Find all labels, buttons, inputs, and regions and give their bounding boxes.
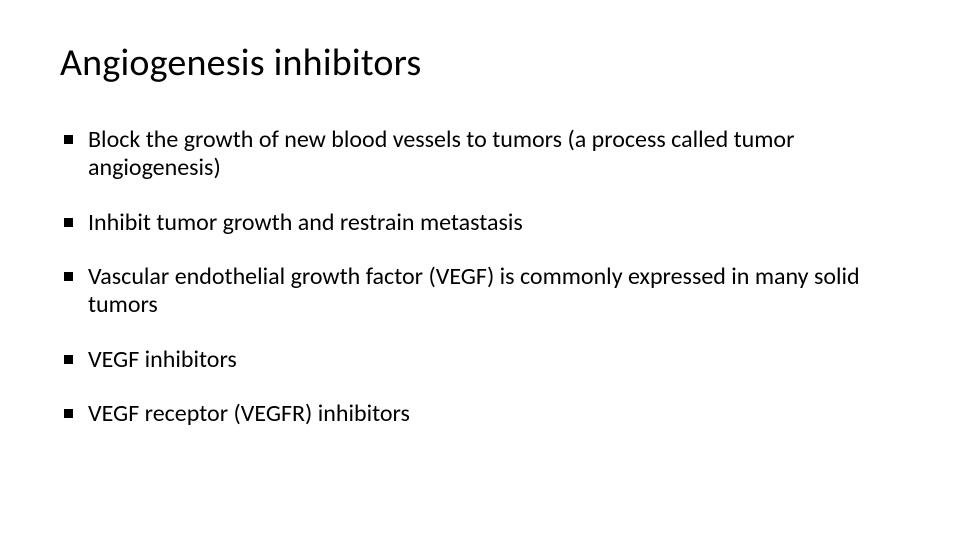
bullet-text: VEGF receptor (VEGFR) inhibitors [88,399,410,428]
list-item: Vascular endothelial growth factor (VEGF… [60,263,900,320]
bullet-text: VEGF inhibitors [88,345,237,374]
list-item: Inhibit tumor growth and restrain metast… [60,209,900,237]
list-item: VEGF receptor (VEGFR) inhibitors [60,400,900,428]
slide: Angiogenesis inhibitors Block the growth… [0,0,960,540]
slide-title: Angiogenesis inhibitors [60,40,900,86]
list-item: VEGF inhibitors [60,346,900,374]
list-item: Block the growth of new blood vessels to… [60,126,900,183]
bullet-text: Block the growth of new blood vessels to… [88,125,794,182]
bullet-text: Vascular endothelial growth factor (VEGF… [88,262,860,319]
bullet-text: Inhibit tumor growth and restrain metast… [88,208,523,237]
bullet-list: Block the growth of new blood vessels to… [60,126,900,428]
